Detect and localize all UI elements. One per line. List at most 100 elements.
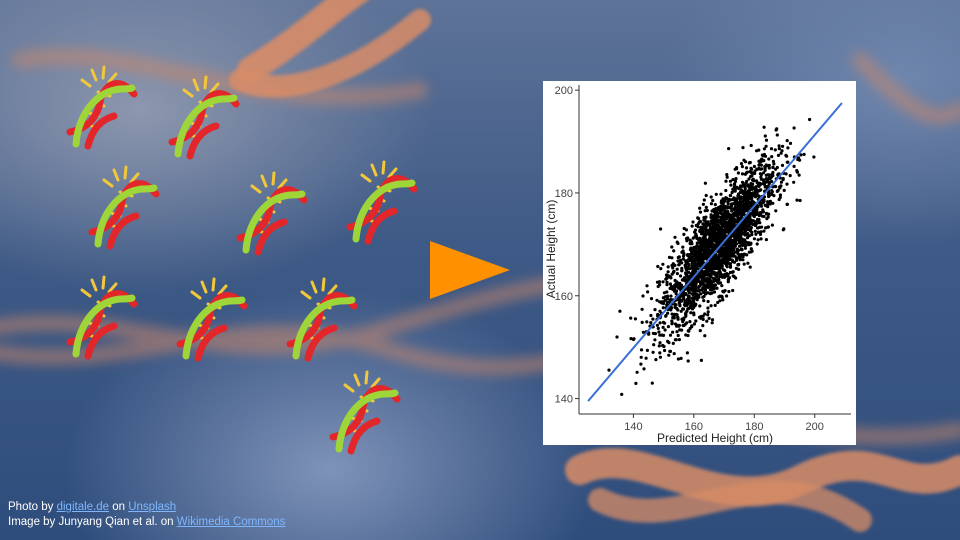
scatter-point (725, 245, 730, 250)
scatter-point (764, 185, 768, 189)
scatter-point (771, 172, 775, 177)
scatter-point (764, 138, 769, 142)
scatter-point (733, 187, 737, 192)
dna-icon (70, 277, 134, 356)
scatter-point (739, 224, 744, 228)
scatter-point (677, 255, 681, 259)
scatter-point (690, 324, 694, 328)
scatter-point (757, 194, 761, 198)
scatter-point (666, 325, 670, 329)
image-credit-line: Image by Junyang Qian et al. on Wikimedi… (8, 515, 285, 530)
scatter-point (702, 198, 706, 202)
scatter-point (751, 177, 755, 181)
scatter-point (763, 168, 767, 172)
scatter-point (736, 248, 740, 252)
scatter-point (719, 249, 723, 253)
scatter-point (702, 294, 706, 298)
scatter-point (728, 254, 732, 258)
scatter-point (785, 139, 789, 143)
scatter-point (688, 253, 692, 257)
scatter-point (795, 170, 799, 174)
scatter-point (766, 173, 770, 177)
scatter-point (656, 264, 660, 269)
scatter-point (666, 265, 670, 269)
scatter-point (715, 240, 719, 244)
scatter-point (732, 260, 737, 264)
scatter-point (774, 167, 778, 171)
scatter-point (746, 228, 750, 232)
scatter-point (728, 222, 732, 226)
scatter-point (734, 266, 738, 270)
scatter-point (673, 263, 677, 267)
scatter-point (699, 229, 703, 234)
scatter-point (710, 264, 714, 268)
scatter-point (745, 253, 749, 257)
scatter-point (672, 352, 676, 356)
scatter-point (712, 233, 716, 237)
scatter-point (747, 177, 751, 181)
scatter-point (722, 232, 726, 236)
x-tick-label: 140 (624, 421, 642, 433)
scatter-point (741, 146, 745, 150)
scatter-point (692, 313, 696, 317)
scatter-point (684, 313, 688, 317)
credit-prefix: Photo by (8, 501, 57, 513)
scatter-point (672, 249, 676, 253)
scatter-point (709, 304, 713, 308)
scatter-point (696, 285, 700, 289)
scatter-point (615, 335, 619, 339)
scatter-point (748, 214, 752, 218)
scatter-point (686, 270, 691, 274)
wikimedia-link[interactable]: Wikimedia Commons (176, 516, 286, 528)
scatter-point (690, 304, 694, 308)
scatter-point (697, 289, 701, 293)
scatter-point (693, 292, 697, 296)
scatter-point (784, 172, 788, 176)
scatter-point (665, 280, 669, 284)
scatter-point (761, 182, 765, 186)
scatter-point (709, 243, 713, 247)
scatter-point (746, 206, 750, 210)
scatter-point (672, 269, 676, 273)
scatter-point (695, 236, 699, 240)
scatter-point (677, 338, 681, 342)
scatter-point (642, 367, 646, 371)
scatter-point (728, 242, 732, 246)
scatter-point (748, 265, 752, 269)
scatter-point (749, 247, 753, 251)
scatter-point (633, 317, 637, 321)
scatter-point (699, 358, 703, 362)
scatter-point (759, 163, 763, 167)
scatter-point (740, 165, 744, 169)
scatter-point (740, 204, 744, 208)
scatter-point (692, 279, 696, 283)
scatter-point (733, 179, 738, 183)
scatter-chart-svg: 140 160 180 200 140 160 180 200 Predicted Heig… (544, 85, 851, 445)
scatter-point (710, 268, 714, 272)
scatter-point (669, 284, 674, 289)
scatter-point (763, 166, 767, 170)
scatter-point (699, 281, 703, 285)
scatter-point (707, 233, 712, 237)
scatter-point (757, 166, 761, 171)
x-tick-label: 160 (685, 421, 703, 433)
digitale-link[interactable]: digitale.de (56, 501, 110, 513)
scatter-point (731, 245, 735, 249)
scatter-point (675, 330, 679, 334)
scatter-point (709, 202, 713, 206)
unsplash-link[interactable]: Unsplash (128, 501, 177, 513)
scatter-point (704, 215, 708, 219)
scatter-point (757, 189, 761, 193)
scatter-point (700, 247, 704, 251)
scatter-point (741, 255, 745, 259)
scatter-point (685, 239, 689, 243)
scatter-point (678, 304, 682, 308)
scatter-point (720, 294, 724, 298)
scatter-point (669, 306, 673, 310)
scatter-point (764, 212, 768, 216)
scatter-point (663, 321, 667, 325)
scatter-point (764, 144, 768, 148)
scatter-point (728, 265, 733, 269)
scatter-point (645, 348, 649, 352)
scatter-point (618, 309, 622, 313)
